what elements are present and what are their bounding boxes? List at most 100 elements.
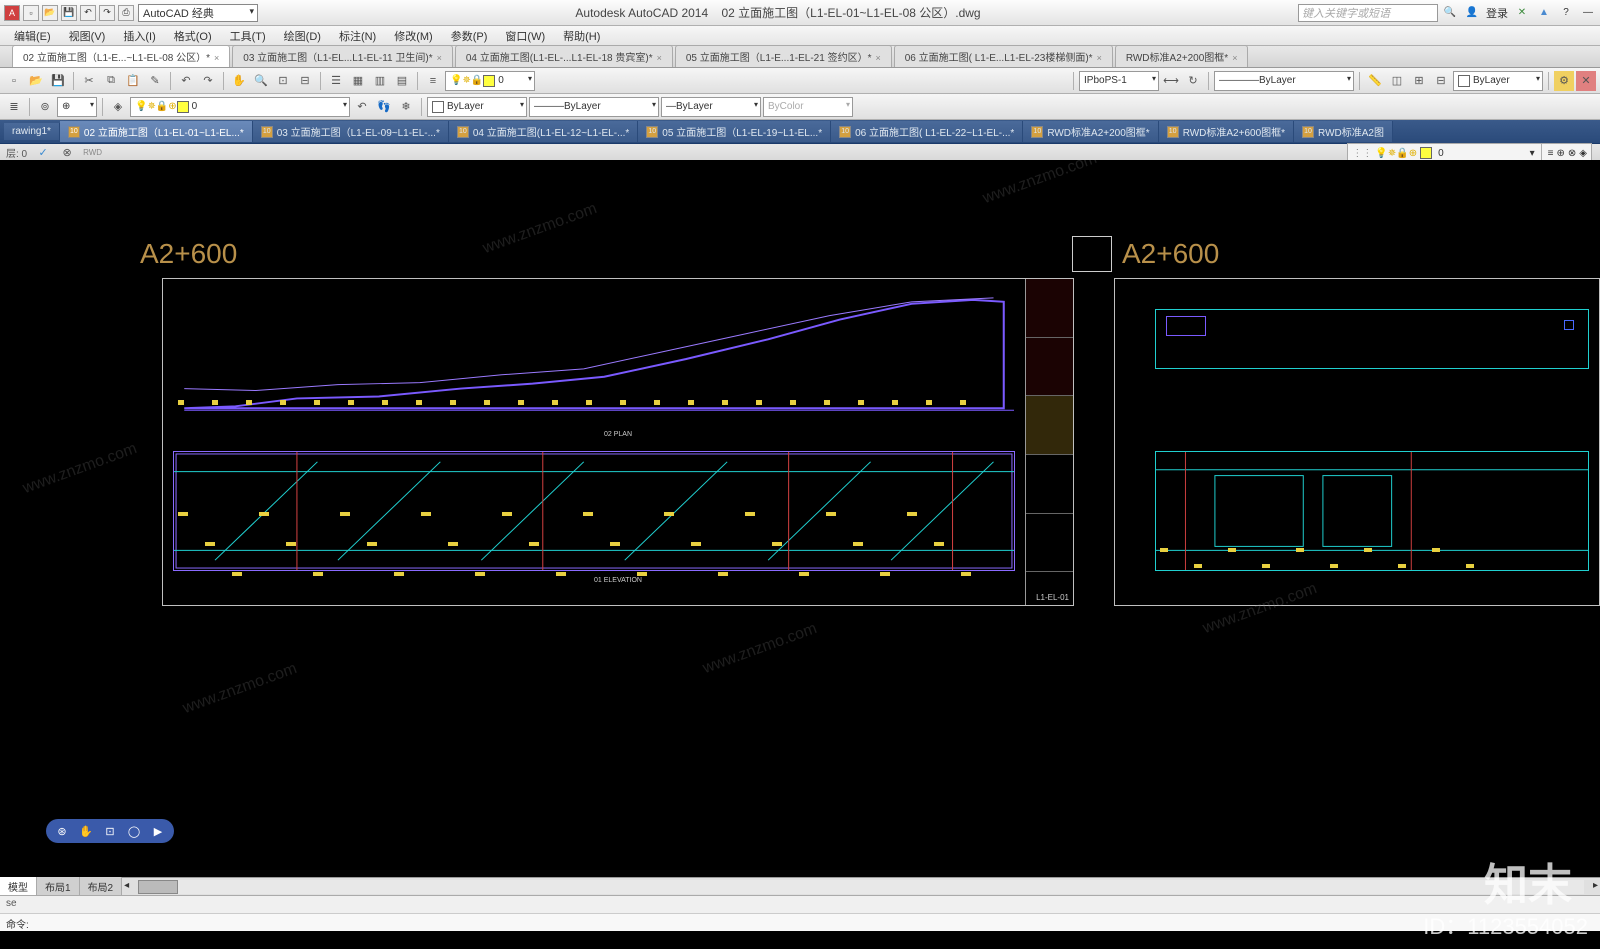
undo-icon[interactable]: ↶ [80,5,96,21]
doc-tab[interactable]: 10RWD标准A2图 [1294,121,1393,142]
plotstyle-dropdown[interactable]: ByColor [763,97,853,117]
infocenter-icon[interactable]: 🔍 [1442,5,1458,21]
layer-tool-icon[interactable]: ⊗ [1568,148,1576,159]
brush-icon[interactable]: ✓ [35,145,51,161]
menu-tools[interactable]: 工具(T) [222,26,274,46]
layer-freeze-icon[interactable]: ❄ [396,97,416,117]
menu-dimension[interactable]: 标注(N) [331,26,384,46]
menu-draw[interactable]: 绘图(D) [276,26,329,46]
close-icon[interactable]: × [657,53,662,63]
color-dropdown[interactable]: ByLayer [427,97,527,117]
sheet-set-icon[interactable]: ▤ [392,71,412,91]
matchprop-icon[interactable]: ✎ [145,71,165,91]
ungroup-icon[interactable]: ⊟ [1431,71,1451,91]
options-icon[interactable]: ⚙ [1554,71,1574,91]
new-icon[interactable]: ▫ [4,71,24,91]
layout-tab-2[interactable]: 布局2 [80,877,123,896]
file-tab[interactable]: 02 立面施工图（L1-E...~L1-EL-08 公区）*× [12,45,230,67]
doc-tab[interactable]: 10RWD标准A2+200图框* [1023,121,1158,142]
zoom-prev-icon[interactable]: ⊟ [295,71,315,91]
login-label[interactable]: 登录 [1486,5,1508,21]
file-tab[interactable]: RWD标准A2+200图框*× [1115,45,1249,67]
redo-icon[interactable]: ↷ [198,71,218,91]
pan-icon[interactable]: ✋ [229,71,249,91]
layer-state-dropdown[interactable]: 💡✵🔒 0 [445,71,535,91]
doc-tab[interactable]: rawing1* [4,123,60,140]
doc-tab[interactable]: 1004 立面施工图(L1-EL-12~L1-EL-...* [449,121,638,142]
menu-view[interactable]: 视图(V) [61,26,114,46]
copy-icon[interactable]: ⧉ [101,71,121,91]
file-tab[interactable]: 03 立面施工图（L1-EL...L1-EL-11 卫生间)*× [232,45,453,67]
file-tab[interactable]: 04 立面施工图(L1-EL-...L1-EL-18 贵宾室)*× [455,45,673,67]
menu-parametric[interactable]: 参数(P) [443,26,496,46]
block-icon[interactable]: ◫ [1387,71,1407,91]
layer-combo-2[interactable]: 💡✵🔒⊕ 0 [130,97,350,117]
layout-tab-model[interactable]: 模型 [0,877,37,896]
layer-dropdown-right[interactable]: ByLayer [1453,71,1543,91]
search-input[interactable]: 键入关键字或短语 [1298,4,1438,22]
chevron-down-icon[interactable]: ▾ [1530,148,1535,159]
layer-states-icon[interactable]: ⊚ [35,97,55,117]
layer-tool-icon[interactable]: ≡ [1548,148,1554,159]
scrollbar-thumb[interactable] [138,880,178,894]
exchange-icon[interactable]: ✕ [1514,5,1530,21]
close-icon[interactable]: × [1097,53,1102,63]
close-icon[interactable]: × [1232,53,1237,63]
properties-icon[interactable]: ☰ [326,71,346,91]
measure-icon[interactable]: 📏 [1365,71,1385,91]
doc-tab[interactable]: 1002 立面施工图（L1-EL-01~L1-EL...* [60,121,253,142]
steering-wheel-icon[interactable]: ⊛ [54,823,70,839]
dim-linear-icon[interactable]: ⟷ [1161,71,1181,91]
grip-icon[interactable]: ⋮⋮ [1352,148,1372,159]
dim-update-icon[interactable]: ↻ [1183,71,1203,91]
layer-icon[interactable]: ≡ [423,71,443,91]
tool-palette-icon[interactable]: ▥ [370,71,390,91]
design-center-icon[interactable]: ▦ [348,71,368,91]
close-icon[interactable]: × [875,53,880,63]
layout-tab-1[interactable]: 布局1 [37,877,80,896]
close-icon[interactable]: × [214,53,219,63]
layer-tool-icon[interactable]: ◈ [1579,148,1587,159]
user-icon[interactable]: 👤 [1464,5,1480,21]
layer-iso-icon[interactable]: ◈ [108,97,128,117]
paste-icon[interactable]: 📋 [123,71,143,91]
cut-icon[interactable]: ✂ [79,71,99,91]
menu-format[interactable]: 格式(O) [166,26,220,46]
open-icon[interactable]: 📂 [42,5,58,21]
redo-icon[interactable]: ↷ [99,5,115,21]
group-icon[interactable]: ⊞ [1409,71,1429,91]
close-panel-icon[interactable]: ✕ [1576,71,1596,91]
help-icon[interactable]: ? [1558,5,1574,21]
layer-prev-icon[interactable]: ↶ [352,97,372,117]
print-icon[interactable]: ⎙ [118,5,134,21]
save-icon[interactable]: 💾 [48,71,68,91]
menu-edit[interactable]: 编辑(E) [6,26,59,46]
doc-tab[interactable]: 1003 立面施工图（L1-EL-09~L1-EL-...* [253,121,449,142]
file-tab[interactable]: 05 立面施工图（L1-E...1-EL-21 签约区）*× [675,45,892,67]
minimize-icon[interactable]: — [1580,5,1596,21]
doc-tab[interactable]: 1006 立面施工图( L1-EL-22~L1-EL-...* [831,121,1023,142]
pan-icon[interactable]: ✋ [78,823,94,839]
file-tab[interactable]: 06 立面施工图( L1-E...L1-EL-23楼梯侧面)*× [894,45,1113,67]
doc-tab[interactable]: 10RWD标准A2+600图框* [1159,121,1294,142]
menu-help[interactable]: 帮助(H) [555,26,608,46]
zoom-window-icon[interactable]: ⊡ [273,71,293,91]
layer-walk-icon[interactable]: 👣 [374,97,394,117]
menu-modify[interactable]: 修改(M) [386,26,441,46]
filter-icon[interactable]: ⊗ [59,145,75,161]
doc-tab[interactable]: 1005 立面施工图（L1-EL-19~L1-EL...* [638,121,831,142]
dim-style-dropdown[interactable]: IPboPS-1 [1079,71,1159,91]
new-icon[interactable]: ▫ [23,5,39,21]
workspace-dropdown[interactable]: AutoCAD 经典 [138,4,258,22]
open-icon[interactable]: 📂 [26,71,46,91]
showmotion-icon[interactable]: ▶ [150,823,166,839]
command-input[interactable]: 命令: [0,913,1600,931]
horizontal-scrollbar[interactable]: ◂ ▸ [138,880,1584,894]
menu-insert[interactable]: 插入(I) [115,26,163,46]
orbit-icon[interactable]: ◯ [126,823,142,839]
app-menu-icon[interactable]: A [4,5,20,21]
menu-window[interactable]: 窗口(W) [497,26,553,46]
layer-manager-icon[interactable]: ≣ [4,97,24,117]
lineweight-dropdown-2[interactable]: — ByLayer [661,97,761,117]
layer-tool-icon[interactable]: ⊕ [1557,148,1565,159]
